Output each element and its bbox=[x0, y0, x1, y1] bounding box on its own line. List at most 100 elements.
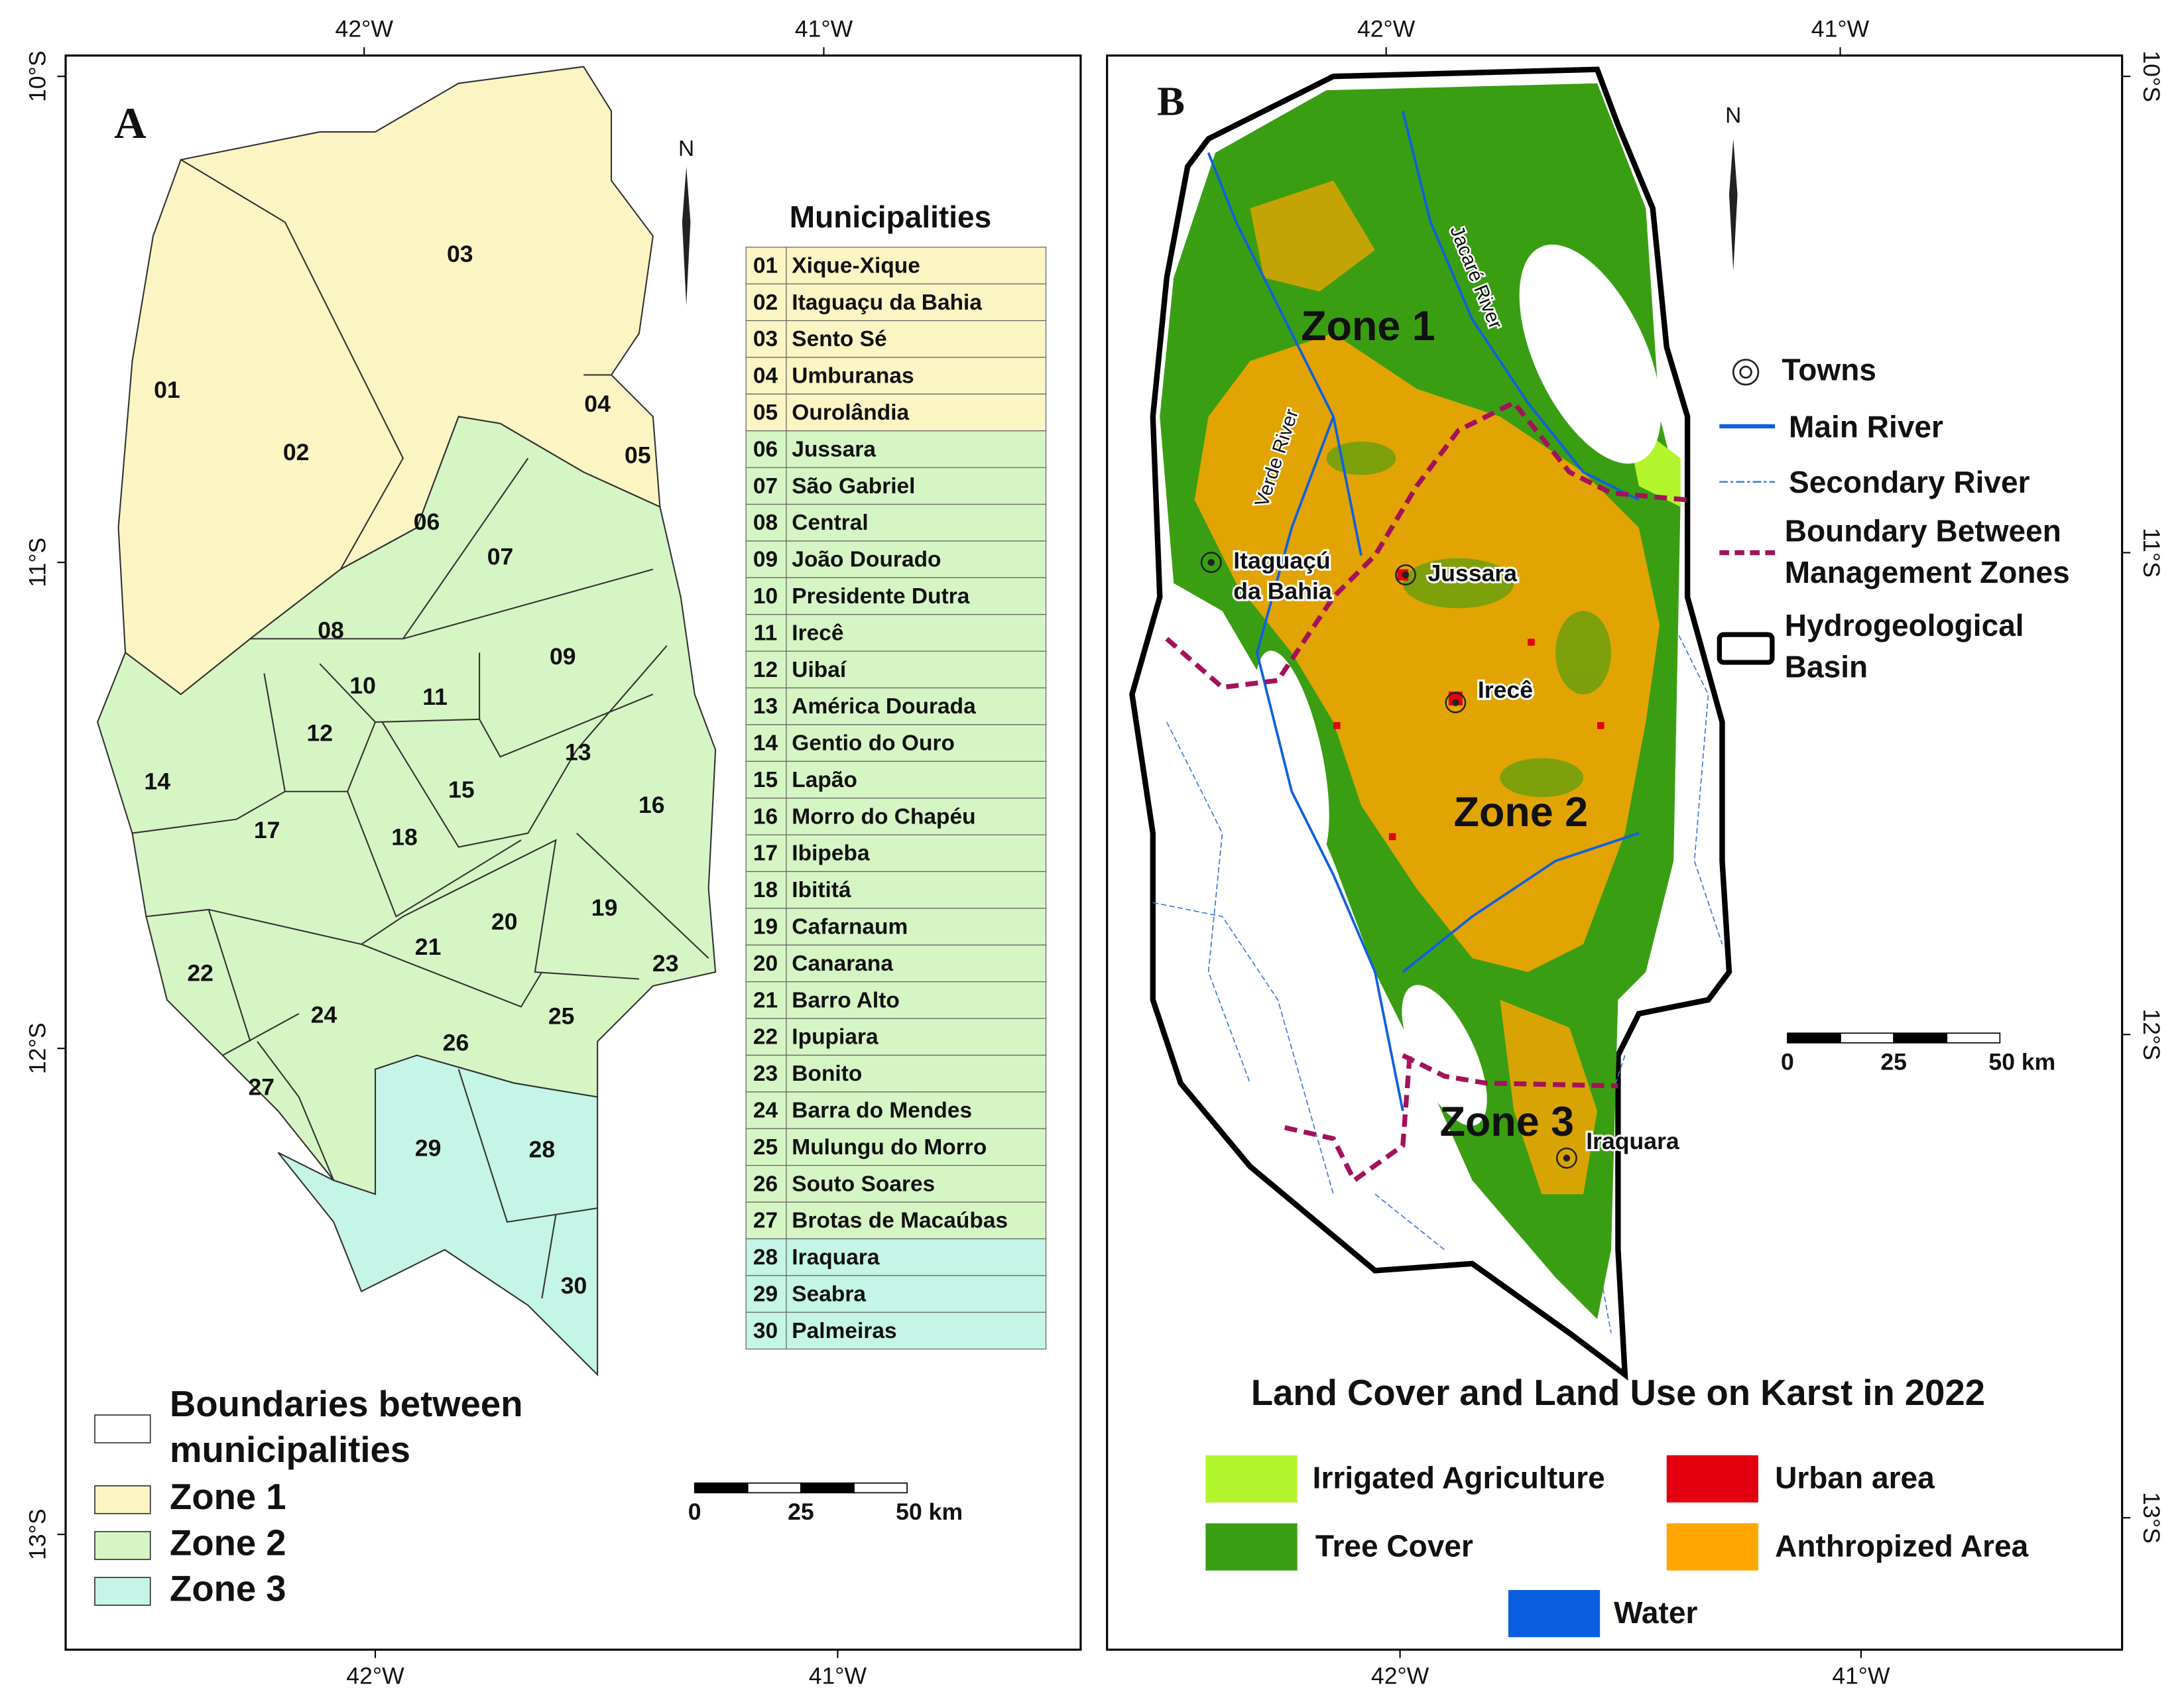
row-name: João Dourado bbox=[792, 548, 941, 572]
table-row bbox=[745, 430, 1047, 468]
row-name: Mulungu do Morro bbox=[792, 1135, 987, 1160]
town-marker-center bbox=[1452, 699, 1459, 706]
municipality-number: 01 bbox=[154, 377, 180, 403]
legend-label: Zone 2 bbox=[170, 1522, 286, 1563]
row-code: 12 bbox=[753, 658, 778, 682]
boundary bbox=[180, 158, 404, 570]
land-cover-map bbox=[1129, 66, 1732, 1381]
row-name: Iraquara bbox=[792, 1245, 880, 1270]
municipality-number: 19 bbox=[591, 894, 618, 921]
land-cover-label: Irrigated Agriculture bbox=[1313, 1461, 1605, 1495]
basin-gap bbox=[1402, 985, 1487, 1126]
north-arrow bbox=[682, 166, 691, 306]
urban-patch bbox=[1333, 722, 1341, 729]
municipality-number: 15 bbox=[448, 776, 475, 803]
row-name: Lapão bbox=[792, 768, 857, 792]
zone-label: Zone 1 bbox=[1301, 303, 1435, 349]
row-name: Itaguaçu da Bahia bbox=[792, 290, 982, 315]
municipality-number: 23 bbox=[652, 950, 679, 977]
north-label: N bbox=[678, 137, 694, 161]
coordinate-label: 42°W bbox=[346, 1662, 404, 1689]
boundary bbox=[457, 1069, 598, 1223]
legend-town-symbol bbox=[1732, 359, 1760, 386]
municipality-number: 08 bbox=[318, 617, 344, 643]
municipality-number: 29 bbox=[415, 1134, 442, 1161]
row-code: 11 bbox=[754, 621, 777, 645]
scale-segment bbox=[1840, 1032, 1894, 1044]
row-name: Jussara bbox=[792, 437, 876, 461]
legend-label: Boundary Between bbox=[1785, 513, 2061, 548]
boundary bbox=[361, 944, 543, 1008]
legend-swatch bbox=[94, 1485, 151, 1514]
boundary bbox=[402, 568, 654, 640]
basin-gap bbox=[1254, 650, 1329, 863]
scale-segment bbox=[694, 1482, 749, 1494]
municipality-number: 16 bbox=[638, 792, 665, 818]
municipality-number: 13 bbox=[565, 739, 591, 766]
panel-letter: B bbox=[1157, 78, 1185, 125]
row-code: 02 bbox=[753, 290, 778, 315]
legend-label: municipalities bbox=[170, 1430, 410, 1470]
municipality-number: 20 bbox=[491, 908, 518, 935]
river bbox=[1401, 111, 1640, 501]
table-row bbox=[745, 1091, 1047, 1129]
coordinate-label: 12°S bbox=[25, 1022, 51, 1074]
municipality-number: 28 bbox=[529, 1136, 556, 1163]
land-cover-swatch bbox=[1508, 1589, 1601, 1638]
coordinate-label: 41°W bbox=[809, 1662, 867, 1689]
table-row bbox=[745, 871, 1047, 909]
municipality-boundaries bbox=[132, 158, 709, 1299]
legend-label: Main River bbox=[1789, 409, 1943, 444]
table-title: Municipalities bbox=[790, 200, 992, 234]
municipality-number: 03 bbox=[447, 241, 473, 267]
land-cover-swatch bbox=[1205, 1455, 1298, 1503]
row-name: Irecê bbox=[792, 621, 843, 645]
legend-label: Towns bbox=[1782, 352, 1876, 387]
row-name: América Dourada bbox=[792, 694, 976, 719]
row-name: Gentio do Ouro bbox=[792, 731, 955, 756]
coordinate-label: 41°W bbox=[1832, 1662, 1890, 1689]
municipality-number: 17 bbox=[254, 817, 280, 843]
row-name: Barro Alto bbox=[792, 988, 900, 1012]
land-cover-title: Land Cover and Land Use on Karst in 2022 bbox=[1251, 1372, 1985, 1413]
land-cover-label: Anthropized Area bbox=[1775, 1528, 2029, 1563]
legend-swatch bbox=[94, 1577, 151, 1606]
table-row bbox=[745, 1312, 1047, 1350]
table-row bbox=[745, 1238, 1047, 1276]
land-cover-label: Urban area bbox=[1775, 1461, 1935, 1495]
land-cover-label: Water bbox=[1614, 1595, 1697, 1630]
row-name: Palmeiras bbox=[792, 1319, 896, 1343]
coordinate-label: 12°S bbox=[2138, 1008, 2165, 1060]
row-code: 09 bbox=[753, 548, 778, 572]
row-code: 20 bbox=[753, 951, 778, 976]
row-name: Uibaí bbox=[792, 658, 847, 682]
river bbox=[1255, 416, 1404, 1111]
row-name: Canarana bbox=[792, 951, 893, 976]
boundary bbox=[132, 790, 286, 834]
legend-label: Basin bbox=[1785, 650, 1868, 684]
row-code: 27 bbox=[753, 1209, 778, 1233]
table-row bbox=[745, 1165, 1047, 1203]
legend-label: Boundaries between bbox=[170, 1384, 522, 1424]
row-name: Bonito bbox=[792, 1062, 862, 1086]
town-marker bbox=[1200, 552, 1222, 574]
municipality-number: 26 bbox=[443, 1029, 469, 1056]
municipality-number: 27 bbox=[248, 1073, 274, 1100]
row-name: São Gabriel bbox=[792, 474, 915, 499]
table-row bbox=[745, 247, 1047, 284]
row-code: 15 bbox=[753, 768, 778, 792]
row-code: 14 bbox=[753, 731, 778, 756]
boundary bbox=[479, 694, 654, 758]
table-row bbox=[745, 834, 1047, 873]
scale-segment bbox=[1946, 1032, 2001, 1044]
town-marker-center bbox=[1402, 571, 1410, 579]
legend-swatch bbox=[94, 1531, 151, 1560]
town-marker-center bbox=[1563, 1154, 1571, 1162]
municipality-labels: 01 02 03 04 05 06 07 08 09 10 11 12 13 14 15 16 17 18 19 20… bbox=[144, 241, 678, 1299]
row-code: 17 bbox=[753, 841, 778, 866]
table-row bbox=[745, 614, 1047, 652]
anthropized-area bbox=[1194, 333, 1660, 973]
scale-segment bbox=[747, 1482, 802, 1494]
row-code: 18 bbox=[753, 878, 778, 902]
